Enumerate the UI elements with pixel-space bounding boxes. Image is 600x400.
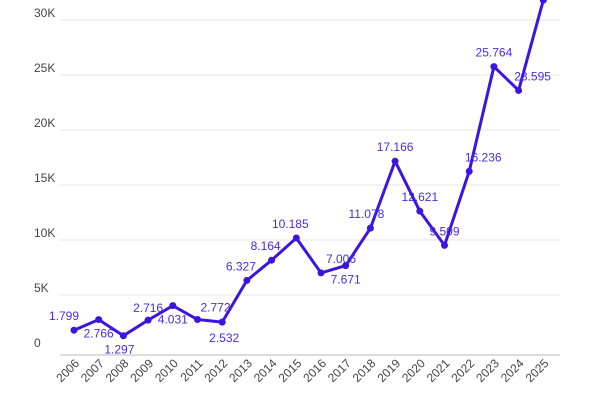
y-tick-label: 25K [34,61,55,75]
data-point [268,256,276,264]
y-tick-label: 10K [34,226,55,240]
x-tick-label: 2010 [152,356,181,385]
data-label: 8.164 [251,239,281,253]
data-point [366,224,374,232]
x-tick-label: 2017 [325,356,354,385]
series-line [73,0,545,338]
x-tick-label: 2021 [424,356,453,385]
data-point [465,167,473,175]
data-point [391,157,399,165]
grid-lines [60,19,560,296]
data-point [144,316,152,324]
x-tick-label: 2024 [498,356,527,385]
x-axis-tick-labels: 2006200720082009201020112012201320142015… [53,356,551,385]
data-point [539,0,547,4]
data-label: 1.297 [104,343,134,357]
data-label: 2.766 [84,327,114,341]
y-tick-label: 30K [34,6,55,20]
y-tick-label: 5K [34,281,49,295]
data-point [292,234,300,242]
x-tick-label: 2022 [449,356,478,385]
data-point [169,302,177,310]
data-point [515,86,523,94]
data-point [441,241,448,249]
data-label: 4.031 [158,313,188,327]
data-label: 7.671 [331,273,361,287]
data-point [490,63,498,71]
data-point [416,207,424,215]
x-tick-label: 2015 [276,356,305,385]
data-label: 2.716 [133,301,163,315]
x-tick-label: 2012 [202,356,231,385]
data-point [317,269,325,277]
data-points [70,0,547,340]
data-point [119,332,127,340]
data-point [243,276,251,284]
data-point [194,316,201,324]
y-tick-label: 0 [34,336,41,350]
data-point [95,316,103,324]
data-label: 9.509 [429,224,459,238]
x-tick-label: 2014 [251,356,280,385]
y-tick-label: 20K [34,116,55,130]
x-tick-label: 2020 [399,356,428,385]
x-tick-label: 2016 [300,356,329,385]
data-point [70,326,78,334]
x-tick-label: 2008 [103,356,132,385]
data-label: 10.185 [272,217,309,231]
data-label: 2.772 [200,301,230,315]
data-label: 23.595 [514,69,551,83]
data-label: 7.006 [326,252,356,266]
x-tick-label: 2006 [53,356,82,385]
data-label: 25.764 [476,46,513,60]
data-label: 1.799 [49,309,79,323]
x-tick-label: 2025 [523,356,552,385]
data-label: 16.236 [465,150,502,164]
x-tick-label: 2023 [473,356,502,385]
x-tick-label: 2007 [78,356,107,385]
data-point [342,262,350,270]
data-label: 11.078 [348,207,384,221]
y-tick-label: 15K [34,171,55,185]
data-point [218,318,226,326]
data-label: 6.327 [226,259,256,273]
x-tick-label: 2011 [177,356,205,384]
data-label: 2.532 [209,331,239,345]
data-label: 12.621 [401,190,438,204]
x-tick-label: 2018 [350,356,379,385]
data-label: 17.166 [377,140,414,154]
x-tick-label: 2019 [374,356,403,385]
y-axis-tick-labels: 0 5K 10K 15K 20K 25K 30K [34,6,55,350]
x-tick-label: 2013 [226,356,255,385]
x-tick-label: 2009 [127,356,156,385]
